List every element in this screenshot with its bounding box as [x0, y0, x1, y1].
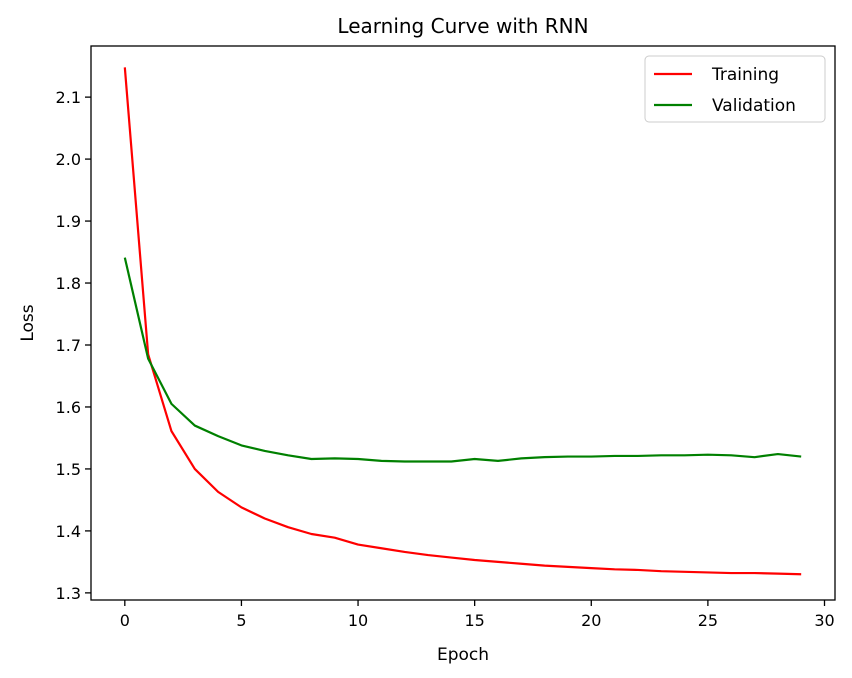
x-axis: 0 5 10 15 20 25 30 [120, 600, 835, 630]
y-tick-label: 1.6 [56, 398, 81, 417]
x-tick-label: 15 [464, 611, 484, 630]
y-tick-label: 1.3 [56, 584, 81, 603]
x-tick-label: 0 [120, 611, 130, 630]
y-tick-label: 2.0 [56, 150, 81, 169]
y-tick-label: 1.9 [56, 212, 81, 231]
y-tick-label: 1.4 [56, 522, 81, 541]
series-line-training [123, 67, 802, 576]
x-tick-label: 20 [581, 611, 601, 630]
x-tick-label: 25 [698, 611, 718, 630]
plot-area [123, 67, 802, 576]
y-tick-label: 1.5 [56, 460, 81, 479]
plot-frame [90, 45, 836, 601]
legend-label: Validation [712, 96, 796, 116]
y-tick-label: 1.8 [56, 274, 81, 293]
chart-title: Learning Curve with RNN [337, 14, 588, 38]
series-line-validation [123, 257, 802, 463]
legend: Training Validation [644, 55, 826, 123]
y-tick-label: 1.7 [56, 336, 81, 355]
legend-label: Training [711, 65, 779, 85]
x-axis-label: Epoch [437, 645, 489, 665]
y-axis: 1.3 1.4 1.5 1.6 1.7 1.8 1.9 2.0 2.1 [56, 88, 91, 603]
y-tick-label: 2.1 [56, 88, 81, 107]
y-axis-label: Loss [18, 304, 38, 341]
x-tick-label: 5 [236, 611, 246, 630]
x-tick-label: 30 [814, 611, 834, 630]
x-tick-label: 10 [348, 611, 368, 630]
